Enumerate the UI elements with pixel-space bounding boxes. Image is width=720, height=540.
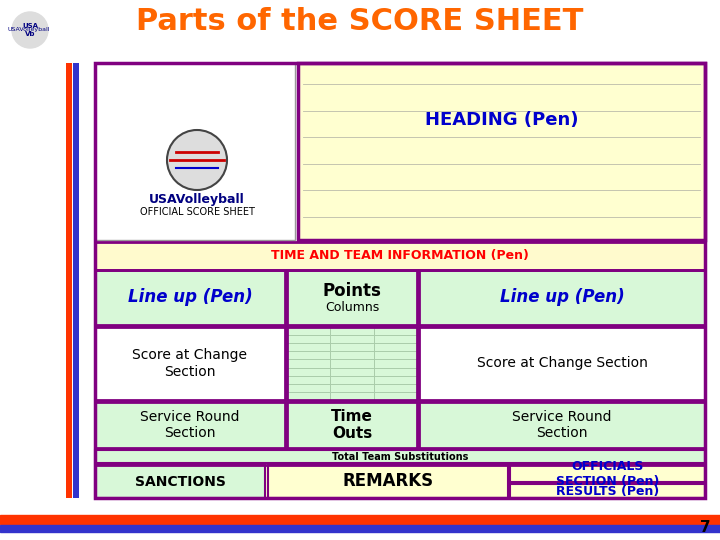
Text: OFFICIALS
SECTION (Pen): OFFICIALS SECTION (Pen) bbox=[556, 460, 660, 488]
Text: SANCTIONS: SANCTIONS bbox=[135, 475, 225, 489]
Bar bbox=[95, 63, 295, 240]
Bar bbox=[419, 402, 705, 448]
Circle shape bbox=[167, 130, 227, 190]
Text: Service Round
Section: Service Round Section bbox=[140, 410, 240, 440]
Bar bbox=[287, 270, 417, 325]
Bar bbox=[287, 270, 417, 325]
Bar bbox=[419, 270, 705, 325]
Text: Time
Outs: Time Outs bbox=[331, 409, 373, 441]
Text: Line up (Pen): Line up (Pen) bbox=[127, 288, 253, 307]
Bar bbox=[510, 465, 705, 482]
Bar bbox=[287, 327, 417, 400]
Text: HEADING (Pen): HEADING (Pen) bbox=[425, 111, 578, 129]
Text: Parts of the SCORE SHEET: Parts of the SCORE SHEET bbox=[136, 8, 584, 37]
Bar bbox=[95, 450, 705, 463]
Bar bbox=[510, 465, 705, 482]
Bar bbox=[287, 402, 417, 448]
Text: Service Round
Section: Service Round Section bbox=[512, 410, 612, 440]
Bar bbox=[95, 465, 705, 498]
Text: USA
Vb: USA Vb bbox=[22, 24, 38, 37]
Bar bbox=[95, 465, 265, 498]
Bar bbox=[287, 327, 417, 400]
Text: Score at Change
Section: Score at Change Section bbox=[132, 348, 248, 379]
Bar bbox=[95, 242, 705, 270]
Bar bbox=[298, 63, 705, 240]
Text: Score at Change Section: Score at Change Section bbox=[477, 356, 647, 370]
Text: TIME AND TEAM INFORMATION (Pen): TIME AND TEAM INFORMATION (Pen) bbox=[271, 249, 529, 262]
Text: USAVolleyball: USAVolleyball bbox=[8, 28, 50, 32]
Bar bbox=[268, 465, 508, 498]
Bar bbox=[95, 63, 295, 240]
Bar bbox=[419, 270, 705, 325]
Bar bbox=[95, 465, 705, 498]
Text: REMARKS: REMARKS bbox=[343, 472, 433, 490]
Bar bbox=[95, 327, 285, 400]
Text: 7: 7 bbox=[700, 521, 711, 536]
Text: RESULTS (Pen): RESULTS (Pen) bbox=[556, 484, 659, 497]
Bar bbox=[510, 484, 705, 498]
Circle shape bbox=[12, 12, 48, 48]
Text: Line up (Pen): Line up (Pen) bbox=[500, 288, 624, 307]
Bar bbox=[0, 515, 720, 524]
Text: Columns: Columns bbox=[325, 301, 379, 314]
Bar bbox=[95, 402, 285, 448]
Bar bbox=[95, 465, 265, 498]
Bar bbox=[419, 402, 705, 448]
Bar bbox=[95, 450, 705, 463]
Text: USAVolleyball: USAVolleyball bbox=[149, 193, 245, 206]
Bar bbox=[95, 63, 705, 498]
Bar bbox=[73, 63, 79, 498]
Bar bbox=[0, 525, 720, 532]
Bar bbox=[95, 270, 285, 325]
Bar bbox=[419, 327, 705, 400]
Text: OFFICIAL SCORE SHEET: OFFICIAL SCORE SHEET bbox=[140, 207, 254, 217]
Bar bbox=[287, 402, 417, 448]
Bar bbox=[419, 327, 705, 400]
Bar bbox=[95, 402, 285, 448]
Bar bbox=[298, 63, 705, 240]
Bar bbox=[66, 63, 72, 498]
Bar bbox=[95, 242, 705, 270]
Text: Total Team Substitutions: Total Team Substitutions bbox=[332, 451, 468, 462]
Bar bbox=[95, 327, 285, 400]
Bar bbox=[95, 63, 705, 498]
Bar bbox=[268, 465, 508, 498]
Bar bbox=[95, 270, 285, 325]
Text: Points: Points bbox=[323, 282, 382, 300]
Bar bbox=[510, 484, 705, 498]
